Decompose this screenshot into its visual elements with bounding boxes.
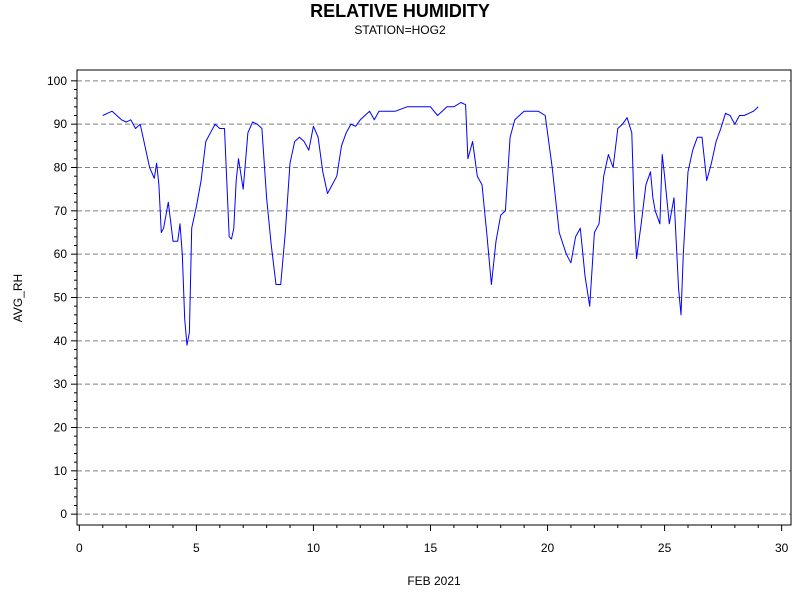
x-tick-label: 0	[76, 541, 83, 555]
y-tick-label: 50	[54, 291, 68, 305]
x-axis: 0 5 10 15 20 25 30	[76, 525, 789, 555]
y-tick-label: 80	[54, 161, 68, 175]
chart-subtitle: STATION=HOG2	[354, 23, 446, 37]
y-tick-label: 0	[60, 507, 67, 521]
y-tick-label: 20	[54, 421, 68, 435]
x-tick-label: 25	[658, 541, 672, 555]
y-tick-label: 60	[54, 247, 68, 261]
y-tick-label: 100	[47, 74, 67, 88]
y-tick-label: 10	[54, 464, 68, 478]
x-tick-label: 5	[193, 541, 200, 555]
x-tick-label: 15	[424, 541, 438, 555]
y-tick-label: 70	[54, 204, 68, 218]
y-axis: 0 10 20 30 40 50 60 70 80 90 100	[47, 74, 77, 521]
x-axis-label: FEB 2021	[407, 574, 461, 588]
x-tick-label: 20	[541, 541, 555, 555]
series-line	[102, 102, 759, 346]
x-tick-label: 10	[307, 541, 321, 555]
y-axis-label: AVG_RH	[11, 274, 25, 322]
series-layer	[102, 102, 759, 346]
y-tick-label: 40	[54, 334, 68, 348]
chart-title: RELATIVE HUMIDITY	[310, 1, 490, 21]
y-tick-label: 30	[54, 377, 68, 391]
y-tick-label: 90	[54, 117, 68, 131]
x-tick-label: 30	[775, 541, 789, 555]
